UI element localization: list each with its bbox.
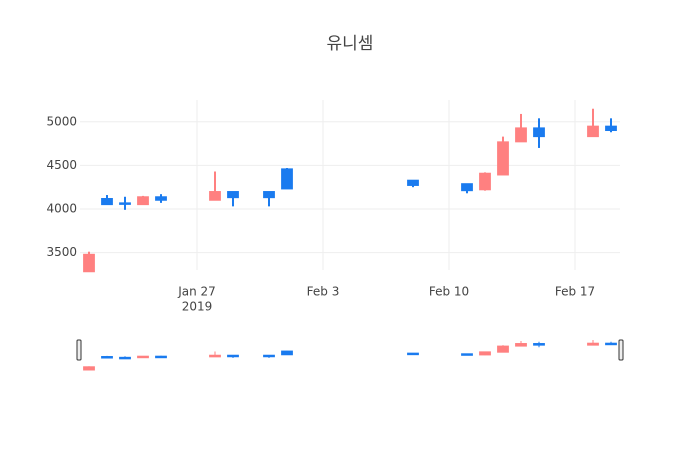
slider-candle-body — [227, 354, 239, 358]
y-tick-label: 3500 — [46, 245, 77, 259]
slider-candle-body — [263, 354, 275, 358]
candle-body — [587, 125, 599, 138]
slider-candle-body — [497, 345, 509, 353]
slider-candle-body — [209, 354, 221, 358]
candle-body — [605, 125, 617, 132]
slider-candle-body — [101, 356, 113, 359]
candle-body — [155, 196, 167, 201]
x-tick-label: Feb 17 — [555, 285, 595, 299]
x-tick-label: Feb 10 — [429, 285, 469, 299]
candle-body — [461, 183, 473, 192]
candle-body — [479, 172, 491, 191]
range-slider-handle[interactable] — [76, 339, 82, 361]
candle-body — [515, 127, 527, 143]
slider-candle-body — [515, 343, 527, 347]
candle-body — [497, 141, 509, 176]
candle-body — [83, 253, 95, 273]
slider-candle-body — [461, 353, 473, 356]
x-tick-label: Feb 3 — [307, 285, 340, 299]
slider-candle-body — [281, 350, 293, 356]
slider-candle-body — [533, 343, 545, 346]
slider-candle-body — [155, 355, 167, 359]
y-tick-label: 4500 — [46, 158, 77, 172]
candle-body — [209, 191, 221, 201]
slider-candle-body — [137, 355, 149, 359]
chart-title: 유니셈 — [327, 34, 374, 54]
slider-candle-body — [407, 352, 419, 356]
candle-body — [101, 198, 113, 206]
slider-candle-body — [119, 356, 131, 360]
y-tick-label: 5000 — [46, 114, 77, 128]
candle-body — [119, 202, 131, 205]
candle-body — [263, 191, 275, 199]
slider-candle-body — [587, 342, 599, 346]
candle-body — [533, 127, 545, 138]
y-tick-label: 4000 — [46, 201, 77, 215]
range-slider — [80, 340, 620, 370]
candle-body — [137, 196, 149, 206]
slider-candle-body — [83, 366, 95, 371]
x-tick-label: Jan 27 — [177, 285, 216, 299]
slider-candle-body — [479, 351, 491, 356]
candle-body — [281, 168, 293, 190]
candle-body — [407, 179, 419, 186]
slider-candle-body — [605, 342, 617, 346]
range-slider-handle[interactable] — [618, 339, 624, 361]
x-tick-label: 2019 — [182, 300, 213, 314]
candle-body — [227, 191, 239, 199]
